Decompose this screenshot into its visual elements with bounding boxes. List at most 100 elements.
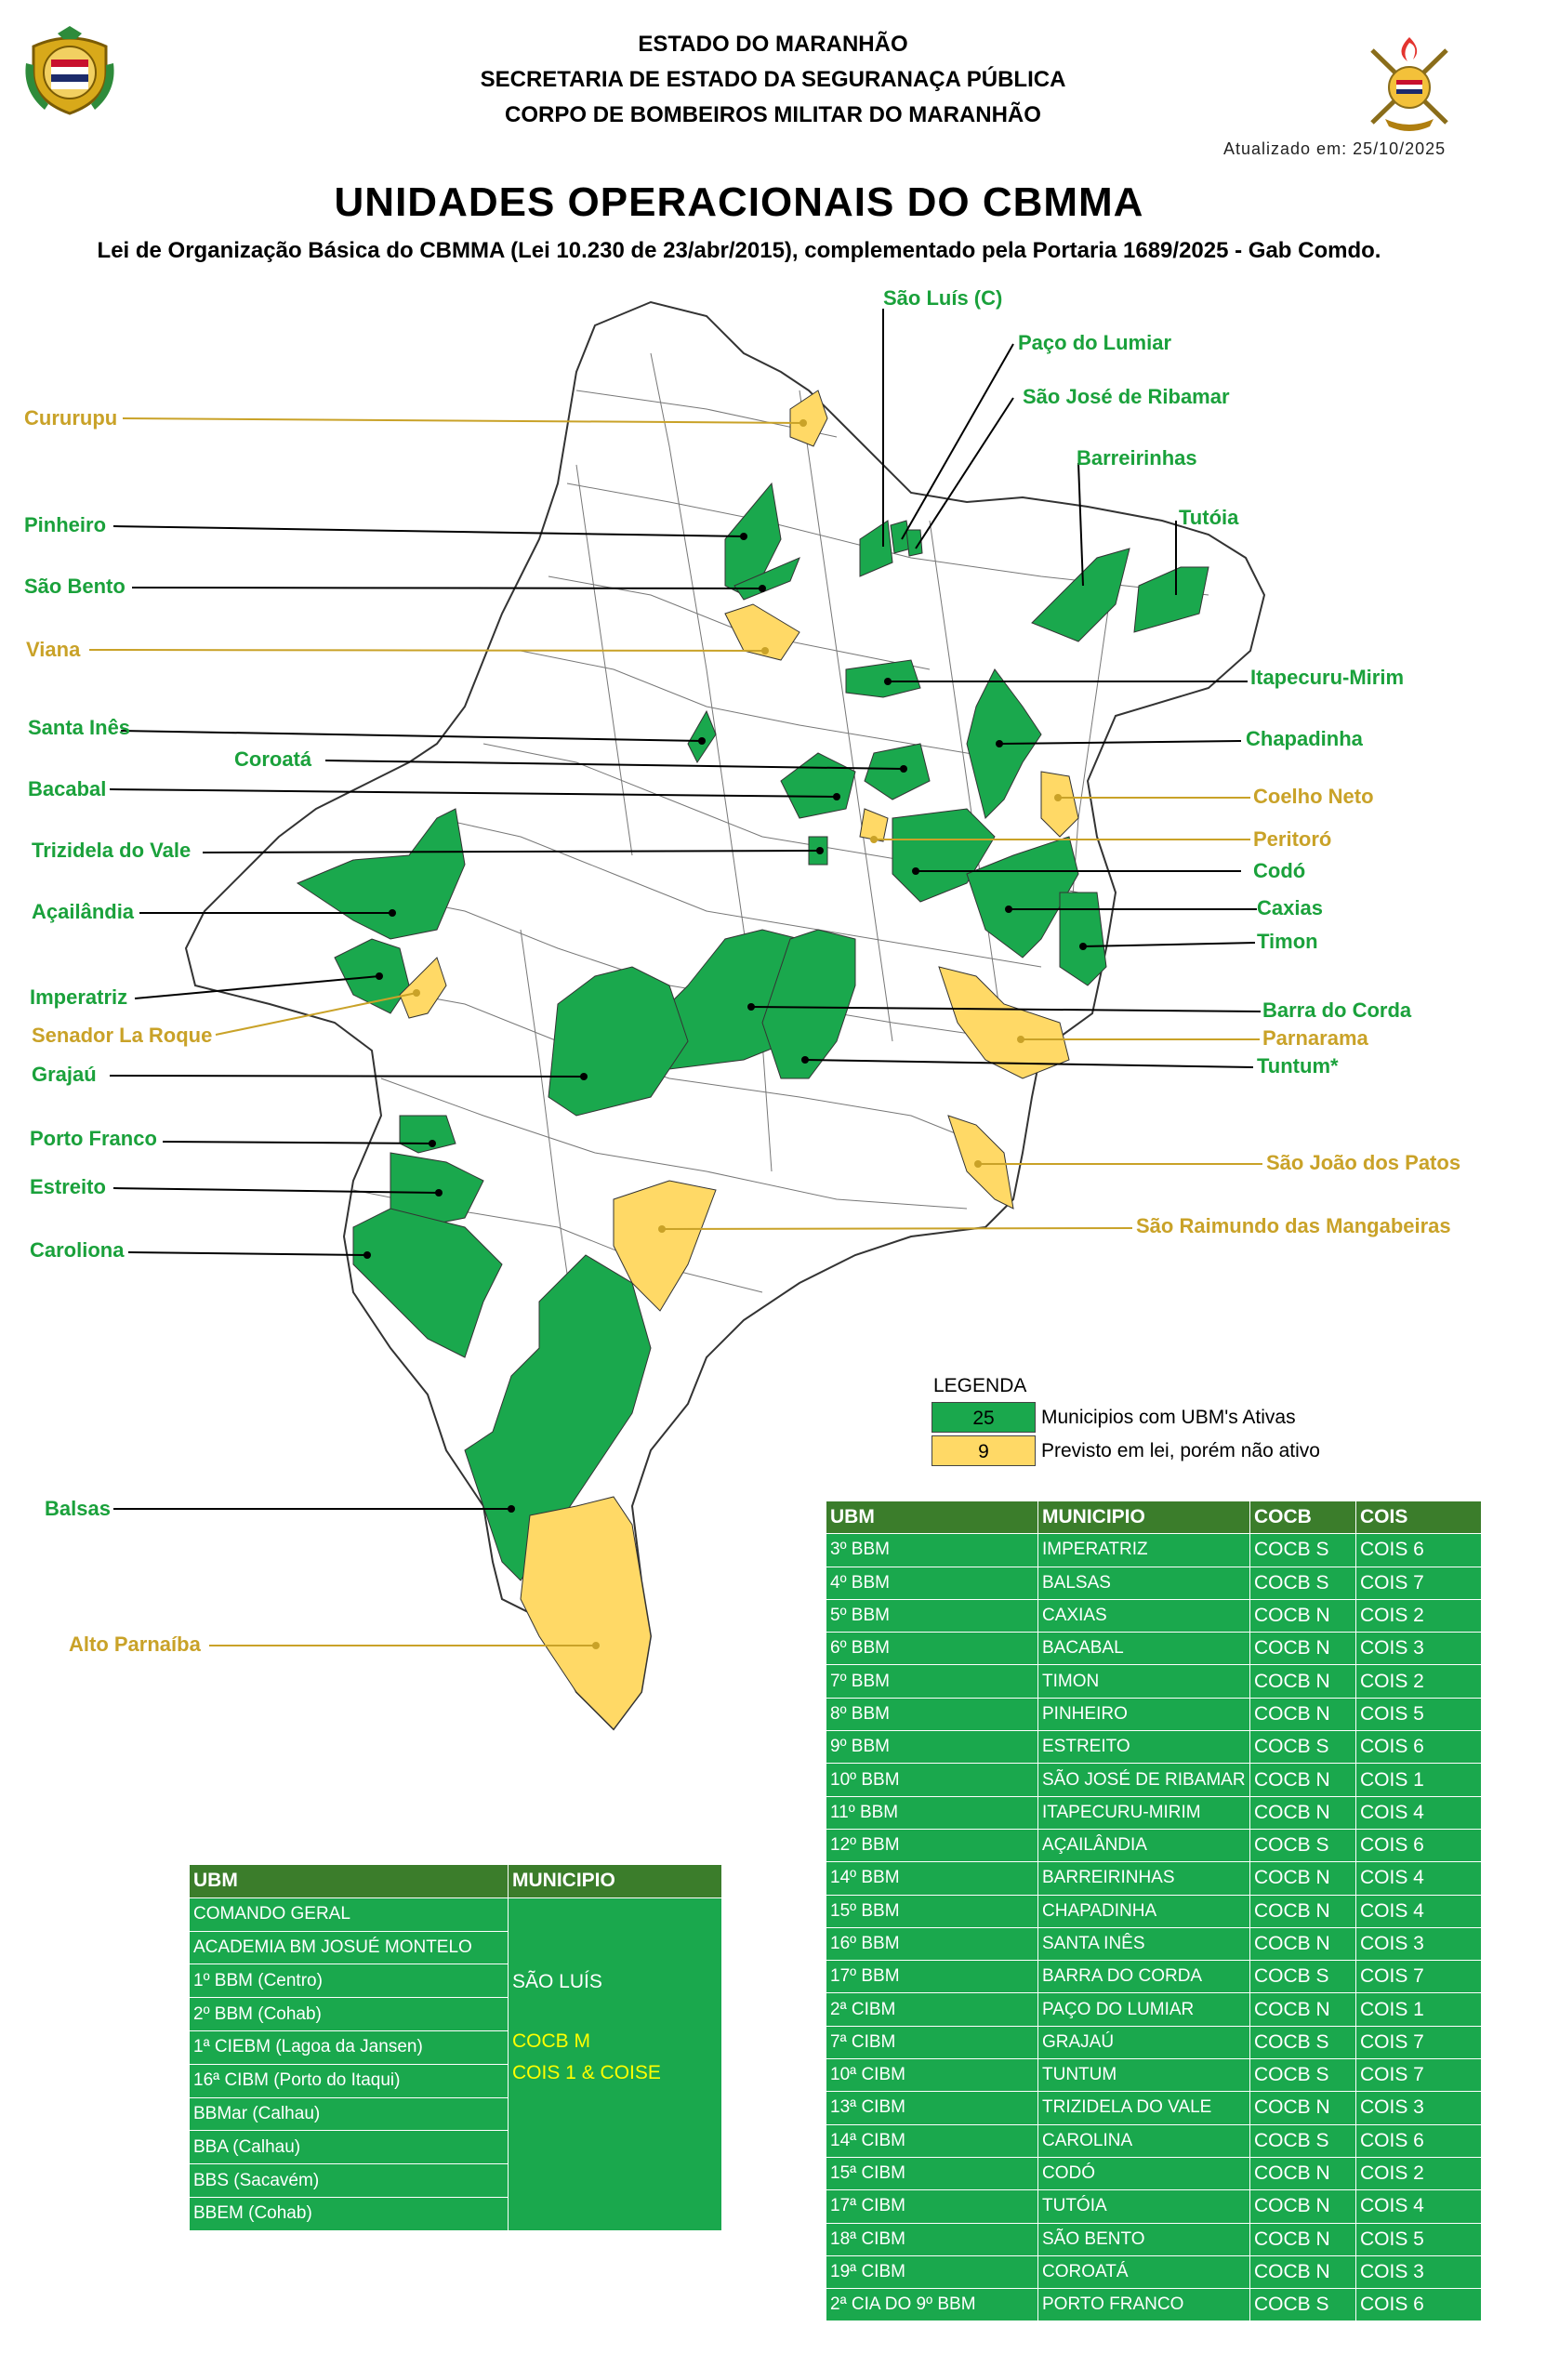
cell-ubm: 9º BBM: [826, 1730, 1038, 1765]
cell-cois: COIS 7: [1355, 2025, 1482, 2060]
cell-cocb: COCB N: [1249, 2222, 1356, 2256]
label-itapecuru: Itapecuru-Mirim: [1250, 666, 1405, 689]
municipio-sao-luis: SÃO LUÍS: [512, 1970, 602, 1992]
area-timon: [1059, 892, 1107, 986]
legend-title: LEGENDA: [933, 1375, 1027, 1396]
label-viana: Viana: [26, 638, 81, 661]
table-row: 10ª CIBM TUNTUM COCB S COIS 7: [826, 2058, 1482, 2093]
cell-cois: COIS 3: [1355, 2091, 1482, 2125]
ubm-table-body: 3º BBM IMPERATRIZ COCB S COIS 6 4º BBM BALSAS…: [826, 1533, 1482, 2322]
cell-ubm: BBS (Sacavém): [189, 2163, 509, 2198]
cell-cocb: COCB N: [1249, 1697, 1356, 1732]
label-alto-parnaiba: Alto Parnaíba: [69, 1633, 201, 1656]
cell-ubm: BBA (Calhau): [189, 2130, 509, 2165]
cell-cois: COIS 2: [1355, 1598, 1482, 1633]
area-sao-luis: [859, 520, 893, 577]
table-row: 10º BBM SÃO JOSÉ DE RIBAMAR COCB N COIS 1: [826, 1763, 1482, 1797]
table-row: 9º BBM ESTREITO COCB S COIS 6: [826, 1730, 1482, 1765]
table-row: BBEM (Cohab): [189, 2196, 722, 2231]
cell-cois: COIS 3: [1355, 2254, 1482, 2290]
label-sao-luis: São Luís (C): [883, 286, 1003, 310]
col-header-cocb: COCB: [1249, 1500, 1356, 1535]
cell-municipio: COROATÁ: [1037, 2254, 1250, 2290]
cell-cocb: COCB N: [1249, 1632, 1356, 1666]
table-row: 4º BBM BALSAS COCB S COIS 7: [826, 1566, 1482, 1600]
cell-municipio: BARRA DO CORDA: [1037, 1960, 1250, 1994]
cell-cois: COIS 5: [1355, 2222, 1482, 2256]
cell-municipio: PAÇO DO LUMIAR: [1037, 1992, 1250, 2027]
cell-municipio: ITAPECURU-MIRIM: [1037, 1795, 1250, 1830]
cell-cocb: COCB N: [1249, 1795, 1356, 1830]
table-header-row: UBM MUNICIPIO: [189, 1864, 722, 1898]
table-row: COMANDO GERAL SÃO LUÍS COCB M COIS 1 & COIS…: [189, 1897, 722, 2231]
cell-municipio: TUTÓIA: [1037, 2189, 1250, 2224]
cell-ubm: 11º BBM: [826, 1795, 1038, 1830]
cell-cois: COIS 2: [1355, 2156, 1482, 2191]
cell-ubm: COMANDO GERAL: [189, 1897, 509, 1932]
label-parnarama: Parnarama: [1262, 1026, 1368, 1050]
cell-cois: COIS 6: [1355, 1828, 1482, 1863]
table-row: 12º BBM AÇAILÂNDIA COCB S COIS 6: [826, 1828, 1482, 1863]
area-bacabal: [780, 752, 856, 819]
cell-ubm: 3º BBM: [826, 1533, 1038, 1567]
cell-ubm: 8º BBM: [826, 1697, 1038, 1732]
label-porto-franco: Porto Franco: [30, 1127, 157, 1150]
cell-cois: COIS 1: [1355, 1992, 1482, 2027]
cell-cois: COIS 6: [1355, 2123, 1482, 2158]
cell-ubm: 10º BBM: [826, 1763, 1038, 1797]
cell-cois: COIS 1: [1355, 1763, 1482, 1797]
cell-cois: COIS 4: [1355, 1894, 1482, 1928]
cell-ubm: 5º BBM: [826, 1598, 1038, 1633]
label-estreito: Estreito: [30, 1175, 106, 1198]
table-row: 13ª CIBM TRIZIDELA DO VALE COCB N COIS 3: [826, 2091, 1482, 2125]
cell-ubm: 12º BBM: [826, 1828, 1038, 1863]
cell-ubm: 1º BBM (Centro): [189, 1964, 509, 1999]
label-tuntum: Tuntum*: [1257, 1054, 1339, 1078]
label-imperatriz: Imperatriz: [30, 985, 128, 1009]
label-barreirinhas: Barreirinhas: [1077, 446, 1197, 469]
cell-municipio: SÃO BENTO: [1037, 2222, 1250, 2256]
cell-cois: COIS 3: [1355, 1632, 1482, 1666]
area-viana: [724, 603, 800, 661]
legend-planned-count: 9: [932, 1435, 1036, 1466]
maranhao-municipalities-map: [88, 300, 1266, 1731]
label-bacabal: Bacabal: [28, 777, 107, 800]
table-row: 5º BBM CAXIAS COCB N COIS 2: [826, 1598, 1482, 1633]
cell-ubm: 4º BBM: [826, 1566, 1038, 1600]
cell-municipio: AÇAILÂNDIA: [1037, 1828, 1250, 1863]
table-row: 8º BBM PINHEIRO COCB N COIS 5: [826, 1697, 1482, 1732]
label-caxias: Caxias: [1257, 896, 1323, 919]
black-leader-lines: [109, 309, 1262, 1510]
cell-cocb: COCB N: [1249, 2156, 1356, 2191]
cell-cocb: COCB N: [1249, 2189, 1356, 2224]
table-row: 18ª CIBM SÃO BENTO COCB N COIS 5: [826, 2222, 1482, 2256]
area-peritoro: [859, 808, 889, 842]
label-acailandia: Açailândia: [32, 900, 135, 923]
cell-municipio: BALSAS: [1037, 1566, 1250, 1600]
cell-cois: COIS 4: [1355, 1861, 1482, 1896]
cell-cois: COIS 7: [1355, 1960, 1482, 1994]
legend-active-text: Municipios com UBM's Ativas: [1041, 1407, 1296, 1428]
cell-municipio: CHAPADINHA: [1037, 1894, 1250, 1928]
cbmma-emblem-icon: [1370, 37, 1448, 131]
cell-cois: COIS 7: [1355, 2058, 1482, 2093]
table-row: 3º BBM IMPERATRIZ COCB S COIS 6: [826, 1533, 1482, 1567]
cell-cocb: COCB N: [1249, 1926, 1356, 1962]
table-row: 11º BBM ITAPECURU-MIRIM COCB N COIS 4: [826, 1795, 1482, 1830]
cell-cois: COIS 6: [1355, 1533, 1482, 1567]
table-row: 7º BBM TIMON COCB N COIS 2: [826, 1664, 1482, 1699]
cell-cois: COIS 6: [1355, 2288, 1482, 2322]
cell-ubm: 2º BBM (Cohab): [189, 1997, 509, 2031]
table-row: BBA (Calhau): [189, 2130, 722, 2165]
col-header-municipio: MUNICIPIO: [1037, 1500, 1250, 1535]
sao-luis-units-table: UBM MUNICIPIO COMANDO GERAL SÃO LUÍS COCB …: [189, 1864, 722, 2231]
area-tuntum: [761, 929, 856, 1079]
area-senador: [399, 957, 447, 1019]
cell-ubm: BBEM (Cohab): [189, 2196, 509, 2231]
cell-municipio: CAXIAS: [1037, 1598, 1250, 1633]
label-carolina: Caroliona: [30, 1238, 125, 1262]
cell-municipio-merged: SÃO LUÍS COCB M COIS 1 & COISE: [508, 1897, 722, 2231]
table-row: 1ª CIEBM (Lagoa da Jansen): [189, 2030, 722, 2065]
cocb-label: COCB M: [512, 2030, 590, 2052]
cell-municipio: TRIZIDELA DO VALE: [1037, 2091, 1250, 2125]
